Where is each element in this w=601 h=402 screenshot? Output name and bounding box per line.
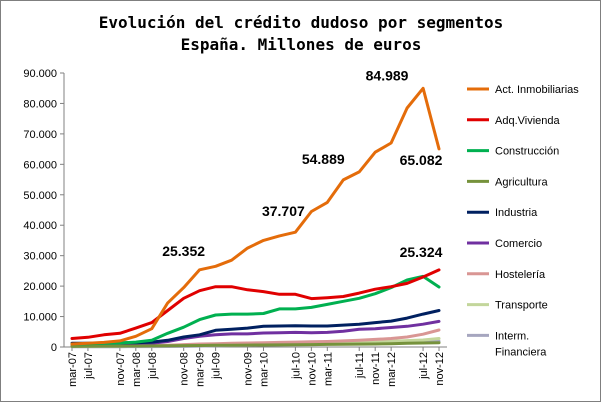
legend-entry: Transporte — [495, 300, 548, 312]
x-tick-label: mar-10 — [258, 352, 270, 387]
legend-entry: Hostelería — [495, 269, 546, 281]
x-tick-label: nov-08 — [179, 352, 191, 386]
series-line-agricultura — [70, 341, 441, 348]
x-tick-label: mar-11 — [322, 352, 334, 386]
y-tick-label: 90.000 — [23, 68, 57, 80]
x-tick-label: jul-12 — [418, 352, 430, 380]
x-tick-label: nov-12 — [434, 352, 446, 386]
x-tick-label: nov-10 — [306, 352, 318, 386]
data-label: 65.082 — [400, 152, 443, 168]
y-tick-label: 20.000 — [23, 281, 57, 293]
series-layer — [70, 86, 441, 349]
y-tick-label: 50.000 — [23, 190, 57, 202]
data-label: 54.889 — [302, 151, 345, 167]
y-tick-label: 10.000 — [23, 312, 57, 324]
legend-entry: Industria — [495, 207, 538, 219]
y-tick-label: 40.000 — [23, 220, 57, 232]
x-tick-label: nov-09 — [243, 352, 255, 386]
y-tick-label: 30.000 — [23, 251, 57, 263]
axes: 0 10.000 20.000 30.000 40.000 50.000 60.000 70.… — [23, 68, 447, 387]
chart-title: Evolución del crédito dudoso por segment… — [99, 13, 504, 32]
data-label: 25.352 — [162, 243, 205, 259]
x-tick-label: nov-11 — [370, 352, 382, 385]
x-tick-label: nov-07 — [115, 352, 127, 386]
y-tick-label: 0 — [51, 342, 57, 354]
legend-entry: Interm. Financiera — [495, 330, 547, 358]
x-tick-label: mar-07 — [67, 352, 79, 387]
data-label: 84.989 — [366, 67, 409, 83]
legend-entry: Adq.Vivienda — [495, 115, 561, 127]
series-line-construcci-n — [70, 274, 441, 346]
x-tick-label: mar-08 — [131, 352, 143, 387]
series-line-act-inmobiliarias — [70, 86, 441, 346]
x-tick-label: jul-11 — [354, 352, 366, 379]
data-label: 37.707 — [262, 203, 305, 219]
x-tick-label: mar-09 — [195, 352, 207, 387]
x-tick-label: jul-10 — [290, 352, 302, 380]
y-tick-label: 70.000 — [23, 129, 57, 141]
data-label: 25.324 — [400, 244, 443, 260]
x-tick-label: jul-09 — [211, 352, 223, 380]
legend-entry: Construcción — [495, 146, 559, 158]
y-tick-label: 60.000 — [23, 159, 57, 171]
x-tick-label: jul-08 — [147, 352, 159, 380]
x-tick-label: jul-07 — [83, 352, 95, 380]
legend-entry: Act. Inmobiliarias — [495, 84, 579, 96]
legend-entry: Agricultura — [495, 176, 548, 188]
y-tick-label: 80.000 — [23, 98, 57, 110]
legend-entry: Comercio — [495, 238, 542, 250]
series-line-adq-vivienda — [70, 268, 441, 340]
legend: Act. Inmobiliarias Adq.Vivienda Construcci… — [467, 84, 579, 358]
x-tick-label: mar-12 — [386, 352, 398, 387]
chart-subtitle: España. Millones de euros — [181, 35, 422, 54]
annotations: 25.352 37.707 54.889 84.989 65.082 25.324 — [162, 67, 442, 260]
